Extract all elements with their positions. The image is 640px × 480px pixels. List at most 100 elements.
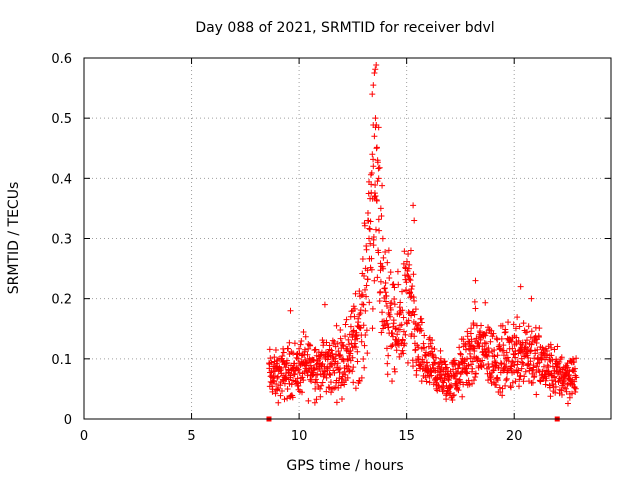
data-point xyxy=(399,307,406,314)
data-point xyxy=(533,363,540,370)
data-point xyxy=(334,340,341,347)
data-point xyxy=(502,382,509,389)
data-point xyxy=(396,353,403,360)
data-point xyxy=(490,330,497,337)
data-point xyxy=(345,356,352,363)
data-point xyxy=(366,299,373,306)
data-point xyxy=(323,374,330,381)
data-point xyxy=(395,281,402,288)
data-point xyxy=(498,360,505,367)
x-tick-label: 5 xyxy=(187,429,195,444)
data-point xyxy=(379,182,386,189)
data-point xyxy=(372,66,379,73)
data-point xyxy=(440,358,447,365)
data-point xyxy=(380,265,387,272)
data-point xyxy=(511,362,518,369)
data-point xyxy=(474,339,481,346)
data-point xyxy=(485,349,492,356)
x-axis-label: GPS time / hours xyxy=(286,458,403,474)
data-point xyxy=(386,275,393,282)
data-point xyxy=(410,363,417,370)
data-point xyxy=(356,377,363,384)
y-tick-label: 0.1 xyxy=(51,353,72,368)
data-point xyxy=(384,371,391,378)
data-point xyxy=(389,342,396,349)
data-point xyxy=(426,379,433,386)
data-point xyxy=(457,351,464,358)
data-point xyxy=(400,328,407,335)
data-point xyxy=(472,305,479,312)
data-point xyxy=(277,392,284,399)
data-point xyxy=(286,369,293,376)
data-point xyxy=(314,371,321,378)
y-tick-label: 0.3 xyxy=(51,233,72,248)
data-point xyxy=(528,341,535,348)
data-point xyxy=(440,388,447,395)
data-point xyxy=(307,342,314,349)
data-point xyxy=(368,255,375,262)
data-point xyxy=(366,225,373,232)
data-point xyxy=(388,343,395,350)
data-point xyxy=(375,124,382,131)
data-point xyxy=(350,379,357,386)
data-point xyxy=(363,293,370,300)
data-point xyxy=(437,355,444,362)
data-point xyxy=(305,397,312,404)
data-point xyxy=(391,296,398,303)
data-point xyxy=(344,374,351,381)
data-point xyxy=(394,340,401,347)
data-point xyxy=(367,218,374,225)
data-point xyxy=(402,331,409,338)
data-point xyxy=(418,327,425,334)
data-point xyxy=(364,217,371,224)
data-point xyxy=(472,370,479,377)
data-point xyxy=(377,260,384,267)
data-point xyxy=(416,362,423,369)
data-point xyxy=(287,307,294,314)
data-point xyxy=(324,356,331,363)
data-point xyxy=(405,251,412,258)
data-point xyxy=(383,317,390,324)
data-point xyxy=(327,372,334,379)
data-point xyxy=(274,386,281,393)
data-point xyxy=(543,375,550,382)
data-point xyxy=(352,290,359,297)
data-point xyxy=(351,313,358,320)
data-point xyxy=(371,133,378,140)
data-point xyxy=(525,354,532,361)
data-point xyxy=(356,288,363,295)
data-point xyxy=(464,333,471,340)
data-point xyxy=(472,277,479,284)
data-point xyxy=(405,265,412,272)
data-point xyxy=(498,335,505,342)
data-point xyxy=(342,321,349,328)
data-point xyxy=(266,346,273,353)
data-point xyxy=(512,325,519,332)
data-point xyxy=(500,352,507,359)
data-point xyxy=(364,276,371,283)
data-point xyxy=(465,362,472,369)
data-point xyxy=(402,264,409,271)
data-point xyxy=(514,358,521,365)
data-point xyxy=(298,338,305,345)
data-point xyxy=(297,341,304,348)
data-point xyxy=(445,377,452,384)
data-point xyxy=(410,271,417,278)
data-point xyxy=(514,314,521,321)
data-point xyxy=(528,328,535,335)
data-point xyxy=(372,192,379,199)
data-point xyxy=(357,324,364,331)
data-point xyxy=(388,299,395,306)
data-point xyxy=(470,321,477,328)
data-point xyxy=(375,165,382,172)
data-point xyxy=(400,314,407,321)
data-point xyxy=(369,305,376,312)
data-point xyxy=(359,256,366,263)
data-point xyxy=(573,374,580,381)
data-point xyxy=(335,348,342,355)
data-point xyxy=(377,267,384,274)
data-point xyxy=(391,301,398,308)
data-point xyxy=(546,384,553,391)
data-point xyxy=(390,333,397,340)
data-point xyxy=(515,350,522,357)
